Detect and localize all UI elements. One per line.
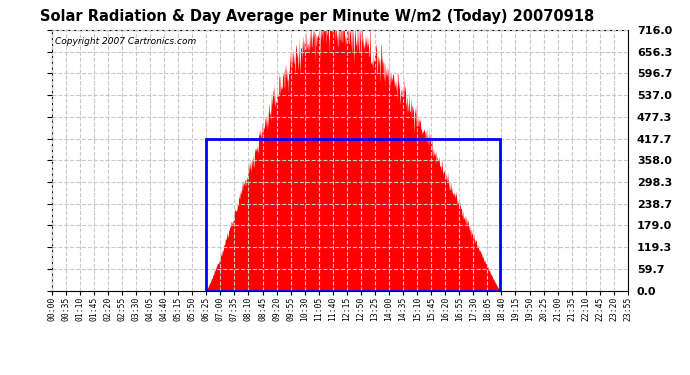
Text: Solar Radiation & Day Average per Minute W/m2 (Today) 20070918: Solar Radiation & Day Average per Minute… [40,9,595,24]
Bar [206,139,500,291]
Text: Copyright 2007 Cartronics.com: Copyright 2007 Cartronics.com [55,36,196,45]
